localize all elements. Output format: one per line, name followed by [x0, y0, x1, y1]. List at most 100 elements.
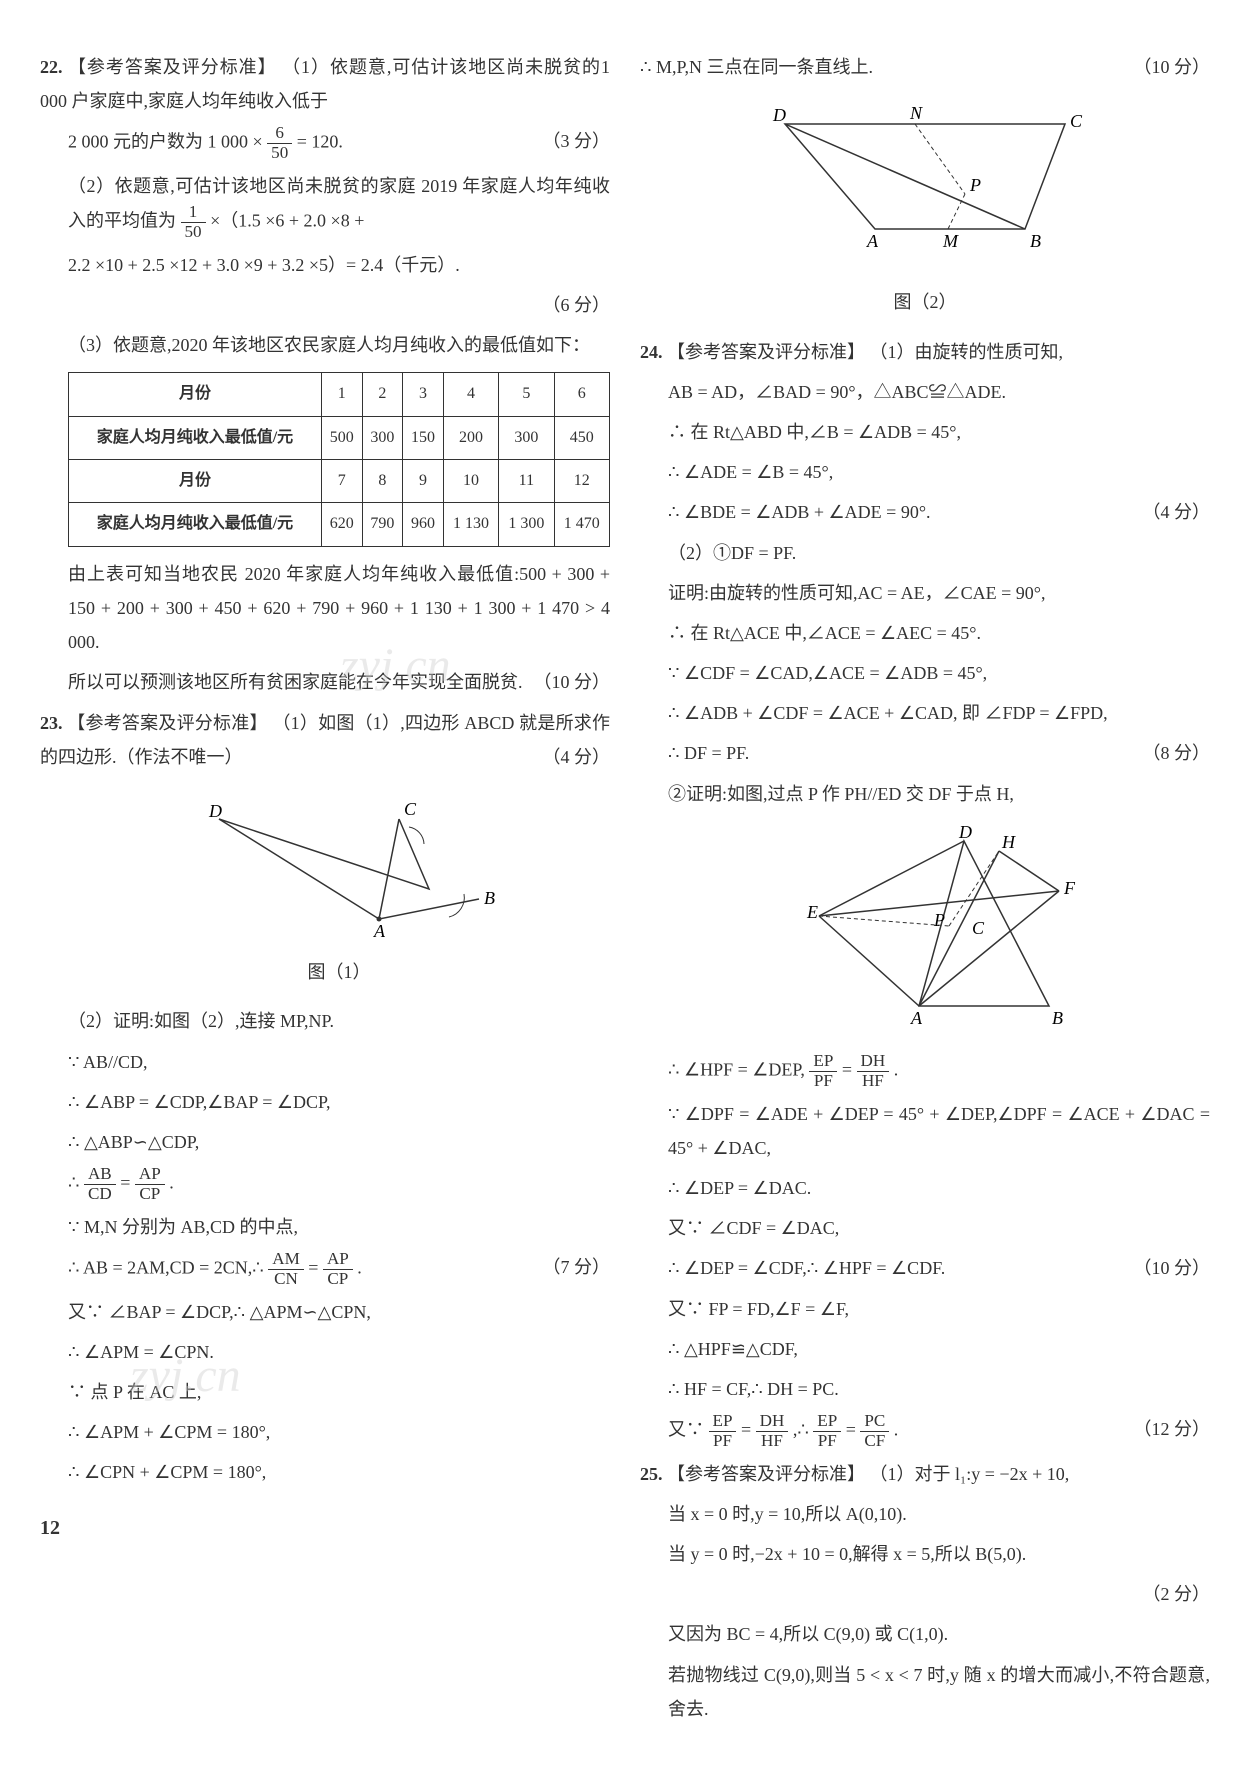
table-row: 家庭人均月纯收入最低值/元 500 300 150 200 300 450	[69, 416, 610, 459]
q24-l15: ∴ ∠DEP = ∠CDF,∴ ∠HPF = ∠CDF.	[668, 1258, 945, 1278]
q23-fig2: D N C P A M B 图（2）	[640, 99, 1210, 319]
q23-l11: ∴ ∠CPN + ∠CPM = 180°,	[40, 1455, 610, 1489]
q22-p4: 由上表可知当地农民 2020 年家庭人均年纯收入最低值:500 + 300 + …	[40, 557, 610, 660]
q24-header: 24. 【参考答案及评分标准】 （1）由旋转的性质可知,	[640, 335, 1210, 369]
q24-score4: （12 分）	[1134, 1412, 1211, 1446]
q23-p2: （2）证明:如图（2）,连接 MP,NP.	[40, 1004, 610, 1038]
td: 3	[403, 373, 444, 416]
svg-text:B: B	[1052, 1008, 1063, 1026]
label-C: C	[404, 799, 417, 819]
td: 1 300	[499, 503, 554, 546]
q24-l7: ∵ ∠CDF = ∠CAD,∠ACE = ∠ADB = 45°,	[640, 656, 1210, 690]
q23-fig1-label: 图（1）	[68, 955, 610, 989]
th-month2: 月份	[69, 460, 322, 503]
q22-p3: （3）依题意,2020 年该地区农民家庭人均月纯收入的最低值如下：	[40, 328, 610, 362]
th-month: 月份	[69, 373, 322, 416]
q22-p1c: = 120.	[297, 132, 343, 152]
q25-header: 25. 【参考答案及评分标准】 （1）对于 l₁:y = −2x + 10,	[640, 1457, 1210, 1491]
q24-score3: （10 分）	[1134, 1251, 1211, 1285]
th-value: 家庭人均月纯收入最低值/元	[69, 416, 322, 459]
q23-l3: ∴ △ABP∽△CDP,	[40, 1125, 610, 1159]
q23-l9: ∵ 点 P 在 AC 上,	[40, 1375, 610, 1409]
td: 10	[443, 460, 498, 503]
q22-score3: （10 分）	[534, 665, 611, 699]
q24-l18: ∴ HF = CF,∴ DH = PC.	[640, 1372, 1210, 1406]
svg-text:C: C	[1070, 111, 1083, 131]
td: 1 470	[554, 503, 609, 546]
q22-score2: （6 分）	[543, 288, 611, 322]
svg-text:C: C	[972, 918, 985, 938]
td: 790	[362, 503, 403, 546]
q22-header: 22. 【参考答案及评分标准】 （1）依题意,可估计该地区尚未脱贫的1 000 …	[40, 50, 610, 118]
svg-text:A: A	[910, 1008, 923, 1026]
q22-p2c: 2.2 ×10 + 2.5 ×12 + 3.0 ×9 + 3.2 ×5）= 2.…	[68, 255, 460, 275]
q24-l1: AB = AD，∠BAD = 90°，△ABC≌△ADE.	[640, 375, 1210, 409]
q22-p2c-row: 2.2 ×10 + 2.5 ×12 + 3.0 ×9 + 3.2 ×5）= 2.…	[40, 248, 610, 282]
page-number: 12	[40, 1509, 610, 1547]
q22-p1b-row: 2 000 元的户数为 1 000 × 6 50 = 120. （3 分）	[40, 124, 610, 163]
q22-p5: 所以可以预测该地区所有贫困家庭能在今年实现全面脱贫.	[68, 672, 523, 692]
svg-text:P: P	[933, 910, 945, 930]
td: 2	[362, 373, 403, 416]
q23-l8: ∴ ∠APM = ∠CPN.	[40, 1335, 610, 1369]
q24-l3: ∴ ∠ADE = ∠B = 45°,	[640, 455, 1210, 489]
q24-l9-row: ∴ DF = PF. （8 分）	[640, 736, 1210, 770]
svg-text:B: B	[1030, 231, 1041, 251]
q23-fig2-label: 图（2）	[640, 285, 1210, 319]
q24-l4-row: ∴ ∠BDE = ∠ADB + ∠ADE = 90°. （4 分）	[640, 495, 1210, 529]
q23-l7: 又∵ ∠BAP = ∠DCP,∴ △APM∽△CPN,	[40, 1295, 610, 1329]
q23-l4: ∴ ABCD = APCP .	[40, 1165, 610, 1204]
q25-label: 【参考答案及评分标准】	[667, 1464, 865, 1484]
table-row: 月份 1 2 3 4 5 6	[69, 373, 610, 416]
q22-table: 月份 1 2 3 4 5 6 家庭人均月纯收入最低值/元 500 300 150…	[68, 372, 610, 547]
q24-num: 24.	[640, 342, 663, 362]
td: 300	[499, 416, 554, 459]
q24-l5: 证明:由旋转的性质可知,AC = AE，∠CAE = 90°,	[640, 576, 1210, 610]
q25-l1: 当 x = 0 时,y = 10,所以 A(0,10).	[640, 1497, 1210, 1531]
q25-l2-row: 当 y = 0 时,−2x + 10 = 0,解得 x = 5,所以 B(5,0…	[640, 1537, 1210, 1571]
q25-p1: （1）对于 l₁:y = −2x + 10,	[870, 1464, 1070, 1484]
right-column: ∴ M,P,N 三点在同一条直线上. （10 分） D N C P A M B …	[640, 50, 1210, 1732]
q24-l13: ∴ ∠DEP = ∠DAC.	[640, 1171, 1210, 1205]
svg-text:A: A	[866, 231, 879, 251]
q23-l5: ∵ M,N 分别为 AB,CD 的中点,	[40, 1210, 610, 1244]
td: 200	[443, 416, 498, 459]
q22-p2-row: （2）依题意,可估计该地区尚未脱贫的家庭 2019 年家庭人均年纯收入的平均值为…	[40, 169, 610, 242]
td: 300	[362, 416, 403, 459]
th-value2: 家庭人均月纯收入最低值/元	[69, 503, 322, 546]
q25-score1: （2 分）	[1143, 1577, 1211, 1611]
q22-p1b: 2 000 元的户数为 1 000 ×	[68, 132, 263, 152]
q23-top1-row: ∴ M,P,N 三点在同一条直线上. （10 分）	[640, 50, 1210, 84]
svg-text:P: P	[969, 175, 981, 195]
svg-text:H: H	[1001, 832, 1016, 852]
td: 9	[403, 460, 444, 503]
q24-fig: D H F E P C A B	[640, 826, 1210, 1037]
svg-text:E: E	[806, 902, 818, 922]
q22-score1: （3 分）	[543, 124, 611, 158]
q25-l4: 若抛物线过 C(9,0),则当 5 < x < 7 时,y 随 x 的增大而减小…	[640, 1658, 1210, 1726]
q23-l1: ∵ AB//CD,	[40, 1045, 610, 1079]
q24-score2: （8 分）	[1143, 736, 1211, 770]
td: 450	[554, 416, 609, 459]
q23-num: 23.	[40, 713, 63, 733]
q23-score3: （10 分）	[1134, 50, 1211, 84]
svg-text:N: N	[909, 103, 923, 123]
q24-l9: ∴ DF = PF.	[668, 743, 749, 763]
left-column: 22. 【参考答案及评分标准】 （1）依题意,可估计该地区尚未脱贫的1 000 …	[40, 50, 610, 1732]
q24-l12: ∵ ∠DPF = ∠ADE + ∠DEP = 45° + ∠DEP,∠DPF =…	[640, 1097, 1210, 1165]
td: 620	[321, 503, 362, 546]
q22-p2b: ×（1.5 ×6 + 2.0 ×8 +	[210, 211, 364, 231]
q23-l10: ∴ ∠APM + ∠CPM = 180°,	[40, 1415, 610, 1449]
q22-frac2: 1 50	[181, 203, 206, 242]
q24-l19: 又∵ EPPF = DHHF ,∴ EPPF = PCCF . （12 分）	[640, 1412, 1210, 1451]
table-row: 家庭人均月纯收入最低值/元 620 790 960 1 130 1 300 1 …	[69, 503, 610, 546]
td: 960	[403, 503, 444, 546]
q24-l10: ②证明:如图,过点 P 作 PH//ED 交 DF 于点 H,	[640, 777, 1210, 811]
td: 1	[321, 373, 362, 416]
q25-l2: 当 y = 0 时,−2x + 10 = 0,解得 x = 5,所以 B(5,0…	[668, 1544, 1026, 1564]
q25-l3: 又因为 BC = 4,所以 C(9,0) 或 C(1,0).	[640, 1617, 1210, 1651]
q22-num: 22.	[40, 57, 63, 77]
svg-text:M: M	[942, 231, 959, 251]
table-row: 月份 7 8 9 10 11 12	[69, 460, 610, 503]
label-D: D	[208, 801, 222, 821]
